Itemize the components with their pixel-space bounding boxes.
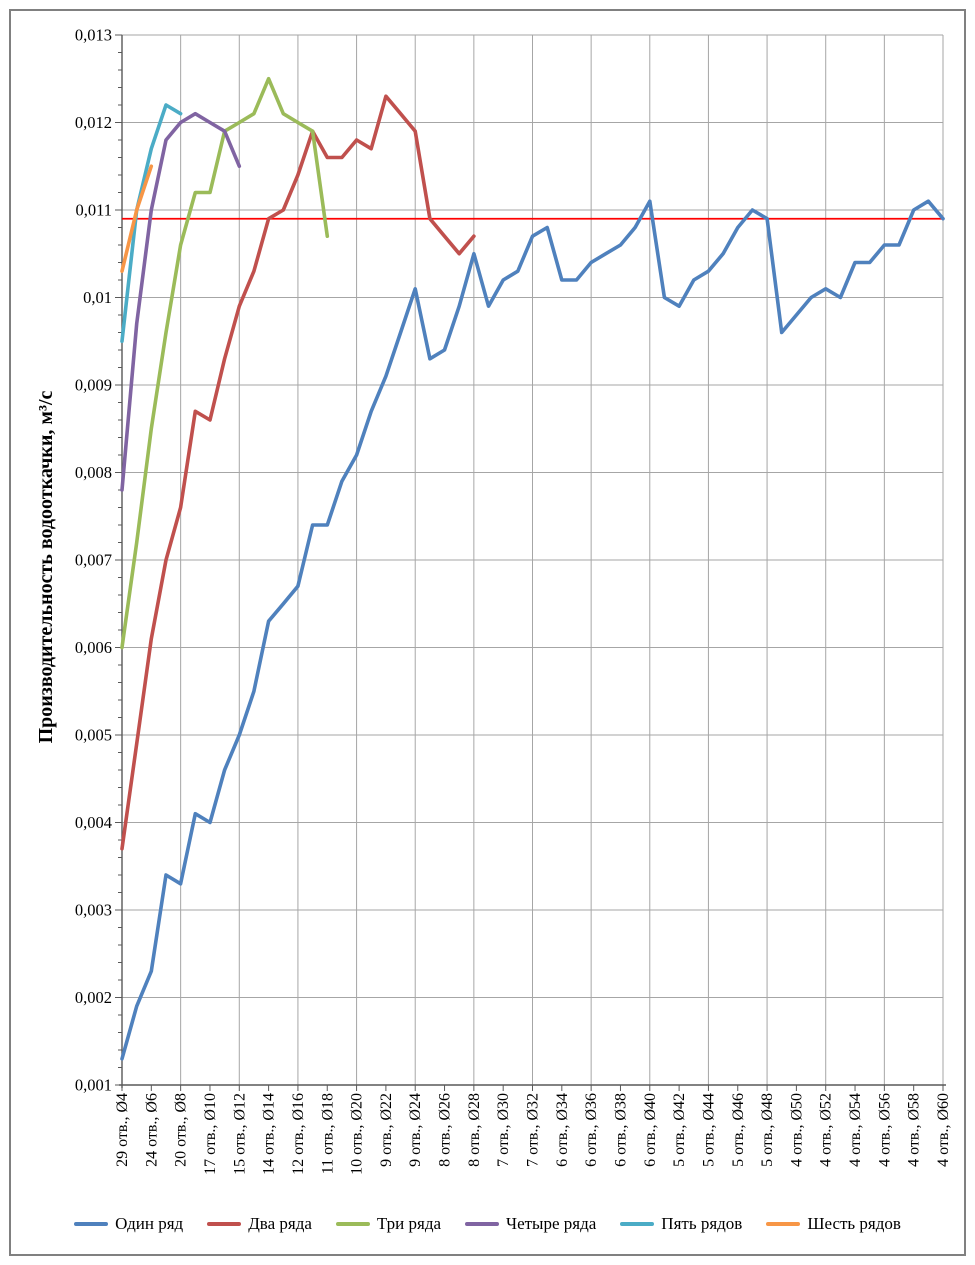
- x-tick-label: 5 отв., Ø46: [730, 1093, 747, 1167]
- y-tick-label: 0,008: [75, 463, 112, 482]
- series-line-5: [120, 103, 183, 344]
- legend-line-swatch: [620, 1222, 655, 1226]
- legend-line-swatch: [766, 1222, 801, 1226]
- legend-label: Пять рядов: [661, 1214, 743, 1233]
- x-tick-label: 11 отв., Ø18: [319, 1093, 336, 1174]
- y-tick-label: 0,01: [83, 288, 112, 307]
- x-tick-label: 9 отв., Ø22: [378, 1093, 395, 1167]
- y-tick-label: 0,009: [75, 376, 112, 395]
- x-tick-label: 4 отв., Ø58: [906, 1093, 923, 1167]
- x-tick-label: 29 отв., Ø4: [114, 1093, 131, 1167]
- x-tick-label: 8 отв., Ø26: [437, 1093, 454, 1167]
- x-tick-label: 14 отв., Ø14: [261, 1093, 278, 1175]
- x-tick-label: 6 отв., Ø38: [612, 1093, 629, 1167]
- legend-item-3: Три ряда: [335, 1214, 442, 1234]
- y-tick-label: 0,012: [75, 113, 112, 132]
- y-tick-label: 0,005: [75, 726, 112, 745]
- y-tick-label: 0,004: [75, 813, 112, 832]
- x-tick-label: 24 отв., Ø6: [143, 1093, 160, 1167]
- legend-line-swatch: [335, 1222, 370, 1226]
- y-axis-title: Производительность водооткачки, м³/с: [35, 390, 57, 743]
- x-tick-label: 5 отв., Ø42: [671, 1093, 688, 1167]
- x-tick-label: 5 отв., Ø48: [759, 1093, 776, 1167]
- legend-label: Два ряда: [248, 1214, 312, 1233]
- x-tick-label: 6 отв., Ø34: [554, 1093, 571, 1167]
- chart-frame: [9, 9, 966, 1256]
- legend-line-swatch: [465, 1222, 500, 1226]
- chart-legend: Один ряд Два ряда Три ряда Четыре ряда Пять …: [0, 1198, 975, 1250]
- x-tick-label: 10 отв., Ø20: [349, 1093, 366, 1175]
- x-tick-label: 7 отв., Ø32: [525, 1093, 542, 1167]
- x-tick-label: 20 отв., Ø8: [173, 1093, 190, 1167]
- legend-item-5: Пять рядов: [620, 1214, 742, 1234]
- x-tick-label: 5 отв., Ø44: [700, 1093, 717, 1167]
- y-tick-label: 0,013: [75, 26, 112, 45]
- x-tick-label: 15 отв., Ø12: [231, 1093, 248, 1175]
- y-tick-label: 0,002: [75, 988, 112, 1007]
- x-tick-label: 8 отв., Ø28: [466, 1093, 483, 1167]
- legend-label: Шесть рядов: [807, 1214, 901, 1233]
- legend-label: Один ряд: [115, 1214, 184, 1233]
- x-tick-label: 7 отв., Ø30: [495, 1093, 512, 1167]
- legend-item-6: Шесть рядов: [766, 1214, 901, 1234]
- y-tick-label: 0,011: [75, 201, 112, 220]
- series-line-2: [120, 94, 476, 851]
- x-tick-label: 4 отв., Ø50: [788, 1093, 805, 1167]
- legend-label: Три ряда: [376, 1214, 442, 1233]
- y-tick-label: 0,001: [75, 1076, 112, 1095]
- y-tick-label: 0,006: [75, 638, 112, 657]
- legend-line-swatch: [207, 1222, 242, 1226]
- x-tick-label: 4 отв., Ø60: [935, 1093, 952, 1167]
- legend-item-4: Четыре ряда: [465, 1214, 596, 1234]
- legend-label: Четыре ряда: [506, 1214, 597, 1233]
- x-tick-label: 6 отв., Ø36: [583, 1093, 600, 1167]
- series-line-6: [120, 164, 154, 274]
- legend-line-swatch: [74, 1222, 109, 1226]
- y-tick-label: 0,003: [75, 901, 112, 920]
- x-tick-label: 9 отв., Ø24: [407, 1093, 424, 1167]
- x-tick-label: 12 отв., Ø16: [290, 1093, 307, 1175]
- y-tick-label: 0,007: [75, 551, 112, 570]
- x-tick-label: 17 отв., Ø10: [202, 1093, 219, 1175]
- series-line-4: [120, 111, 242, 492]
- line-chart-canvas: 0,001 0,002 0,003 0,004 0,005 0,006 0,007 0,008…: [35, 26, 952, 1175]
- x-tick-label: 4 отв., Ø54: [847, 1093, 864, 1167]
- x-tick-label: 6 отв., Ø40: [642, 1093, 659, 1167]
- x-tick-label: 4 отв., Ø56: [876, 1093, 893, 1167]
- series-line-1: [120, 199, 945, 1061]
- x-tick-label: 4 отв., Ø52: [818, 1093, 835, 1167]
- legend-item-1: Один ряд: [74, 1214, 183, 1234]
- legend-item-2: Два ряда: [207, 1214, 312, 1234]
